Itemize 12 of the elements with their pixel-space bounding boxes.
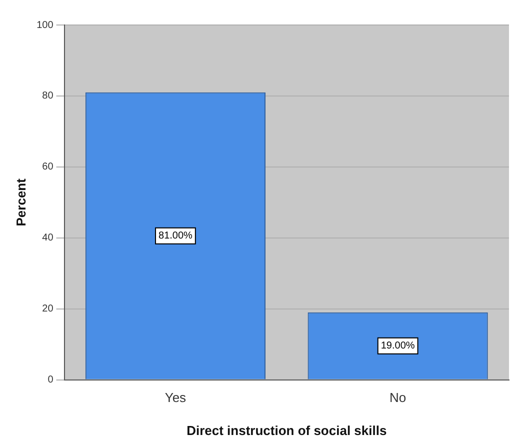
y-tick-label: 80	[42, 90, 54, 102]
y-tick-label: 60	[42, 162, 54, 173]
data-label: 81.00%	[158, 230, 193, 242]
y-axis-title: Percent	[13, 178, 28, 226]
x-tick-label: No	[390, 390, 406, 406]
y-tick-label: 20	[42, 304, 54, 315]
y-tick-label: 100	[36, 20, 54, 31]
y-tick-label: 0	[48, 374, 54, 386]
x-tick-label: Yes	[164, 390, 187, 406]
x-axis-title: Direct instruction of social skills	[186, 422, 387, 438]
data-label: 19.00%	[380, 340, 415, 352]
y-tick-label: 40	[42, 232, 54, 244]
